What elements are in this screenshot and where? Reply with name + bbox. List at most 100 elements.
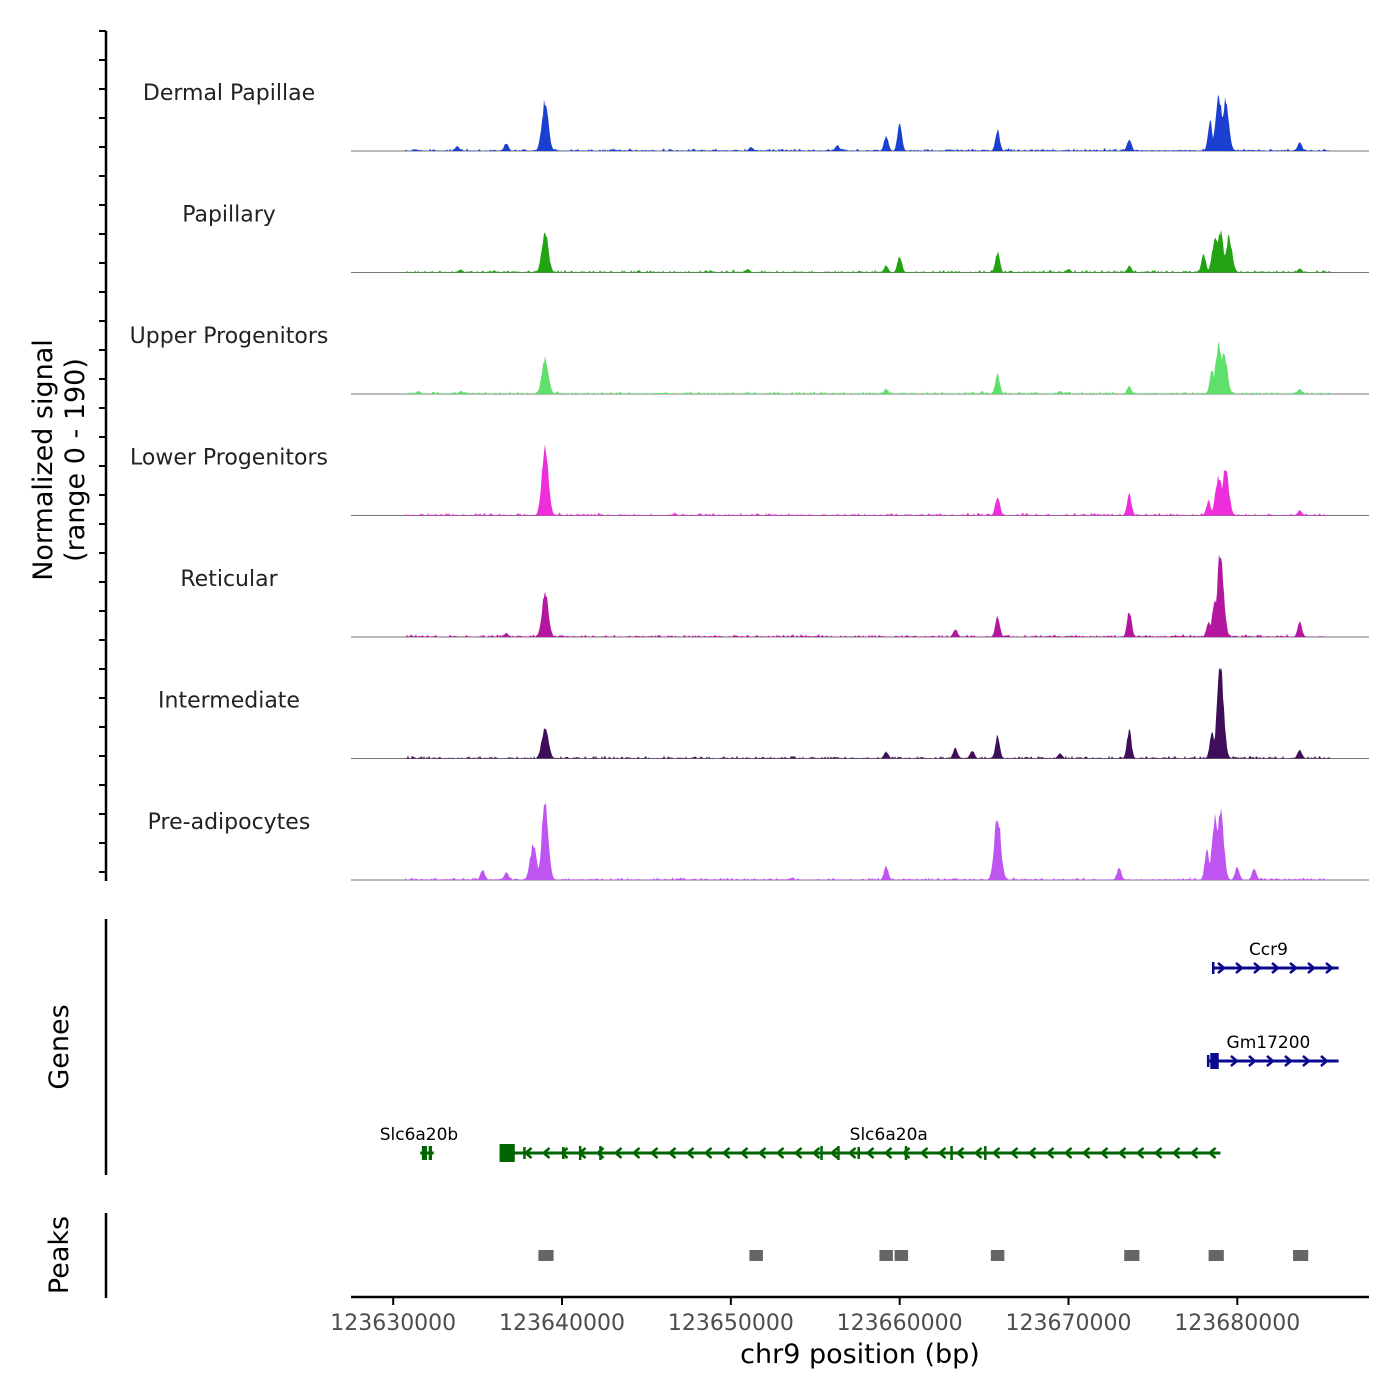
strand-arrow (883, 1147, 893, 1159)
strand-arrow (1189, 1147, 1199, 1159)
strand-arrow (1302, 1055, 1311, 1067)
y-axis-label-line2: (range 0 - 190) (60, 358, 91, 562)
gene-ccr9: Ccr9 (1211, 940, 1339, 974)
strand-arrow (1081, 1147, 1091, 1159)
x-tick-label: 123650000 (668, 1311, 794, 1336)
peak-region (1124, 1250, 1140, 1261)
peak-region (990, 1250, 1005, 1261)
genes-axis-label: Genes (44, 1004, 75, 1089)
track-reticular: Reticular (180, 554, 1369, 638)
gene-slc6a20b: Slc6a20b (380, 1125, 459, 1160)
strand-arrow (649, 1147, 659, 1159)
strand-arrow (757, 1147, 767, 1159)
gene-slc6a20a: Slc6a20a (499, 1125, 1221, 1162)
exon (837, 1146, 840, 1160)
strand-arrow (1027, 1147, 1037, 1159)
peak-region (879, 1250, 893, 1261)
strand-arrow (775, 1147, 785, 1159)
exon (904, 1146, 908, 1160)
exon (599, 1146, 602, 1160)
exon (857, 1147, 860, 1159)
peak-region (1208, 1250, 1224, 1261)
signal-area (405, 229, 1331, 273)
strand-arrow (1248, 1055, 1257, 1067)
gene-label: Gm17200 (1227, 1033, 1311, 1053)
x-tick-label: 123680000 (1174, 1311, 1300, 1336)
x-tick-label: 123660000 (837, 1311, 963, 1336)
strand-arrow (1230, 1055, 1239, 1067)
strand-arrow (1063, 1147, 1073, 1159)
x-tick-label: 123630000 (330, 1311, 456, 1336)
strand-arrow (811, 1147, 821, 1159)
strand-arrow (955, 1147, 965, 1159)
strand-arrow (793, 1147, 803, 1159)
track-label: Papillary (182, 203, 276, 228)
strand-arrow (1045, 1147, 1055, 1159)
signal-area (405, 341, 1331, 394)
strand-arrow (1207, 1147, 1217, 1159)
exon (523, 1147, 526, 1159)
x-tick-label: 123670000 (1006, 1311, 1132, 1336)
signal-area (405, 444, 1331, 516)
track-upper-progenitors: Upper Progenitors (130, 324, 1369, 395)
strand-arrow (1320, 1055, 1329, 1067)
exon (578, 1146, 582, 1160)
strand-arrow (739, 1147, 749, 1159)
strand-arrow (1171, 1147, 1181, 1159)
exon (820, 1146, 823, 1160)
strand-arrow (901, 1147, 911, 1159)
strand-arrow (829, 1147, 839, 1159)
strand-arrow (667, 1147, 677, 1159)
strand-arrow (1325, 962, 1334, 974)
strand-arrow (919, 1147, 929, 1159)
gene-label: Slc6a20b (380, 1125, 459, 1145)
peak-region (538, 1250, 554, 1261)
track-label: Dermal Papillae (143, 81, 315, 106)
strand-arrow (631, 1147, 641, 1159)
strand-arrow (1099, 1147, 1109, 1159)
signal-area (405, 554, 1331, 637)
strand-arrow (613, 1147, 623, 1159)
peak-region (894, 1250, 909, 1261)
strand-arrow (991, 1147, 1001, 1159)
strand-arrow (937, 1147, 947, 1159)
peaks-axis-label: Peaks (44, 1216, 75, 1294)
strand-arrow (1307, 962, 1316, 974)
track-pre-adipocytes: Pre-adipocytes (148, 802, 1369, 881)
strand-arrow (559, 1147, 569, 1159)
exon (428, 1146, 433, 1160)
strand-arrow (1235, 962, 1244, 974)
peak-region (749, 1250, 763, 1261)
coverage-panel: Dermal Papillae Papillary Upper Progenitor… (28, 30, 1369, 881)
strand-arrow (1217, 962, 1226, 974)
strand-arrow (1271, 962, 1280, 974)
strand-arrow (1284, 1055, 1293, 1067)
strand-arrow (1289, 962, 1298, 974)
signal-area (405, 802, 1331, 880)
strand-arrow (1117, 1147, 1127, 1159)
exon (1206, 1055, 1210, 1067)
exon (1210, 1053, 1219, 1069)
strand-arrow (703, 1147, 713, 1159)
exon (421, 1146, 427, 1160)
strand-arrow (1253, 962, 1262, 974)
track-papillary: Papillary (182, 203, 1369, 273)
gene-gm17200: Gm17200 (1206, 1033, 1339, 1069)
strand-arrow (1266, 1055, 1275, 1067)
exon (1211, 962, 1215, 974)
strand-arrow (541, 1147, 551, 1159)
strand-arrow (685, 1147, 695, 1159)
gene-label: Slc6a20a (850, 1125, 928, 1145)
strand-arrow (973, 1147, 983, 1159)
strand-arrow (865, 1147, 875, 1159)
exon (562, 1147, 565, 1159)
track-label: Reticular (180, 567, 278, 592)
gene-label: Ccr9 (1249, 940, 1288, 960)
track-label: Upper Progenitors (130, 324, 329, 349)
signal-area (405, 94, 1331, 151)
track-label: Intermediate (158, 689, 300, 714)
x-axis-ticks: 123630000 123640000 123650000 123660000 1236… (330, 1297, 1300, 1336)
signal-area (405, 667, 1331, 759)
x-axis: 123630000 123640000 123650000 123660000 1236… (330, 1295, 1369, 1370)
